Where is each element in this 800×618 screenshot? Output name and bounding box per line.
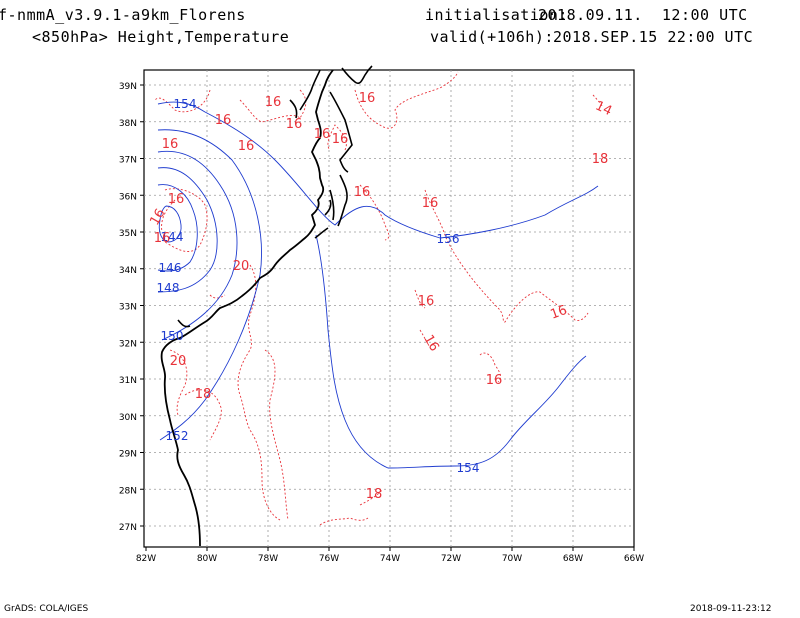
temperature-contour bbox=[184, 389, 222, 441]
lon-tick-label: 72W bbox=[441, 554, 461, 564]
temperature-contour bbox=[161, 188, 208, 252]
height-contour-146 bbox=[157, 184, 198, 272]
temperature-contour bbox=[354, 71, 459, 129]
temperature-label: 16 bbox=[286, 117, 303, 132]
temperature-contour bbox=[237, 264, 281, 521]
temperature-label: 16 bbox=[147, 206, 168, 228]
lon-tick-label: 68W bbox=[563, 554, 583, 564]
temperature-contour bbox=[414, 289, 426, 309]
lon-tick-label: 66W bbox=[624, 554, 644, 564]
lon-tick-label: 76W bbox=[319, 554, 339, 564]
temperature-contour bbox=[327, 124, 347, 151]
height-contour-154-south bbox=[315, 234, 587, 469]
temperature-label: 18 bbox=[195, 387, 212, 402]
lon-tick-label: 80W bbox=[197, 554, 217, 564]
height-label: 148 bbox=[157, 281, 180, 295]
temperature-contour bbox=[154, 89, 211, 113]
temperature-contour bbox=[299, 89, 307, 119]
temperature-label: 16 bbox=[548, 303, 569, 323]
temperature-contour bbox=[419, 329, 433, 351]
lat-tick-label: 34N bbox=[119, 266, 137, 276]
temperature-label: 18 bbox=[366, 487, 383, 502]
height-label: 144 bbox=[161, 230, 184, 244]
longitude-axis: 82W 80W 78W 76W 74W 72W 70W 68W 66W bbox=[136, 547, 644, 564]
temperature-label: 16 bbox=[359, 91, 376, 106]
height-label: 154 bbox=[174, 97, 197, 111]
temperature-contour bbox=[479, 352, 502, 383]
temperature-contour bbox=[359, 489, 383, 506]
lat-tick-label: 27N bbox=[119, 523, 137, 533]
lon-tick-label: 78W bbox=[258, 554, 278, 564]
height-label-layer: 154 156 154 152 150 148 146 144 bbox=[157, 97, 480, 475]
footer-timestamp: 2018-09-11-23:12 bbox=[690, 604, 772, 614]
height-contour-152 bbox=[157, 129, 262, 441]
lat-tick-label: 35N bbox=[119, 229, 137, 239]
temperature-label: 16 bbox=[154, 231, 171, 246]
model-title: f-nmmA_v3.9.1-a9km_Florens bbox=[0, 6, 246, 24]
temperature-label: 16 bbox=[238, 139, 255, 154]
temperature-label: 14 bbox=[593, 99, 614, 120]
temperature-label: 18 bbox=[592, 152, 609, 167]
temperature-label: 16 bbox=[162, 137, 179, 152]
lat-tick-label: 36N bbox=[119, 192, 137, 202]
height-contour-148 bbox=[157, 167, 218, 293]
lat-tick-label: 30N bbox=[119, 413, 137, 423]
temperature-contours bbox=[154, 71, 604, 526]
map-frame bbox=[143, 69, 635, 548]
us-east-coastline bbox=[160, 69, 334, 547]
valid-label: valid(+106h): bbox=[430, 28, 554, 46]
temperature-contour bbox=[264, 349, 289, 521]
temperature-label: 16 bbox=[354, 185, 371, 200]
level-title: <850hPa> Height,Temperature bbox=[32, 28, 290, 46]
temperature-contour bbox=[424, 189, 589, 323]
temperature-label: 20 bbox=[170, 354, 187, 369]
init-value: 2018.09.11. 12:00 UTC bbox=[538, 6, 748, 24]
height-label: 152 bbox=[166, 429, 189, 443]
height-label: 154 bbox=[457, 461, 480, 475]
temperature-contour bbox=[592, 94, 604, 108]
lon-tick-label: 70W bbox=[502, 554, 522, 564]
lat-tick-label: 38N bbox=[119, 119, 137, 129]
height-label: 156 bbox=[437, 232, 460, 246]
height-label: 150 bbox=[161, 329, 184, 343]
temperature-label: 16 bbox=[420, 332, 441, 354]
lat-tick-label: 32N bbox=[119, 339, 137, 349]
lat-tick-label: 37N bbox=[119, 156, 137, 166]
temperature-contour bbox=[209, 294, 226, 299]
lat-tick-label: 39N bbox=[119, 82, 137, 92]
lat-tick-label: 33N bbox=[119, 303, 137, 313]
temperature-label: 16 bbox=[332, 132, 349, 147]
temperature-label: 16 bbox=[265, 95, 282, 110]
valid-value: 2018.SEP.15 22:00 UTC bbox=[553, 28, 754, 46]
temperature-contour bbox=[169, 349, 188, 416]
height-label: 146 bbox=[159, 261, 182, 275]
temperature-label: 16 bbox=[486, 373, 503, 388]
temperature-contour bbox=[319, 517, 369, 526]
lat-tick-label: 31N bbox=[119, 376, 137, 386]
height-contour-154-north bbox=[157, 101, 599, 239]
height-contour-150 bbox=[157, 150, 238, 341]
temperature-label: 16 bbox=[168, 192, 185, 207]
lat-tick-label: 29N bbox=[119, 450, 137, 460]
temperature-label: 16 bbox=[422, 196, 439, 211]
temperature-contour bbox=[161, 199, 176, 233]
lon-tick-label: 74W bbox=[380, 554, 400, 564]
temperature-label: 16 bbox=[314, 127, 331, 142]
temperature-label: 16 bbox=[418, 294, 435, 309]
lon-tick-label: 82W bbox=[136, 554, 156, 564]
lat-tick-label: 28N bbox=[119, 486, 137, 496]
temperature-label: 16 bbox=[215, 113, 232, 128]
footer-credit: GrADS: COLA/IGES bbox=[4, 604, 89, 614]
temperature-contour bbox=[239, 99, 301, 123]
height-contours bbox=[157, 101, 599, 469]
latitude-axis: 39N 38N 37N 36N 35N 34N 33N 32N 31N 30N 29N 28N 27N bbox=[119, 82, 144, 533]
init-label: initialisation: bbox=[425, 6, 568, 24]
pamlico-sound-islands bbox=[177, 189, 335, 328]
height-contour-144 bbox=[158, 205, 182, 243]
chesapeake-bay-shore bbox=[289, 65, 373, 227]
temperature-label: 20 bbox=[233, 259, 250, 274]
temperature-contour bbox=[359, 184, 390, 241]
